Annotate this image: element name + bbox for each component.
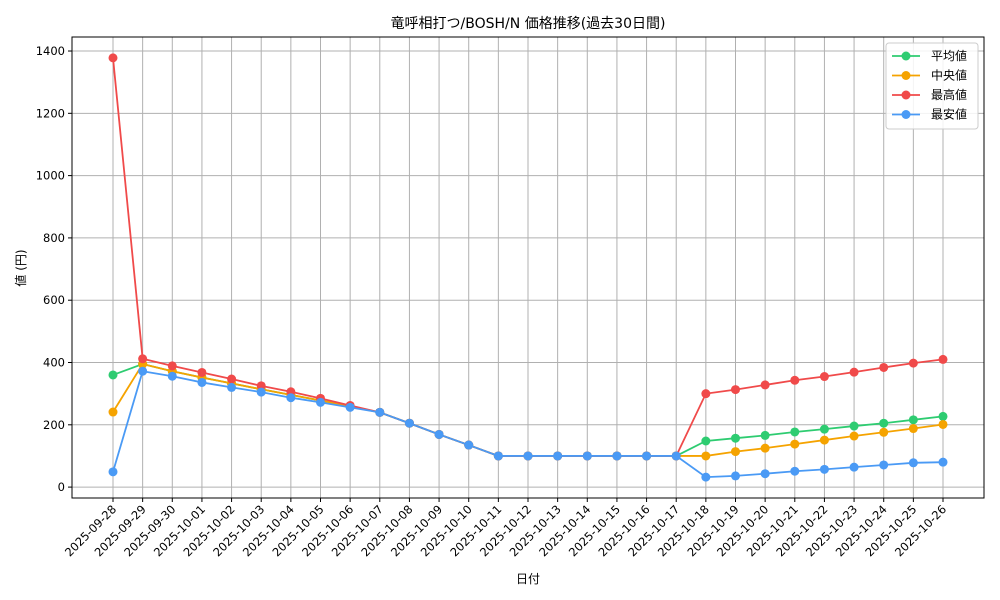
data-point <box>167 371 177 381</box>
data-point <box>197 367 207 377</box>
legend-item: 中央値 <box>892 68 967 83</box>
y-tick-label: 1200 <box>36 106 65 120</box>
data-point <box>760 380 770 390</box>
data-point <box>138 366 148 376</box>
y-tick-label: 200 <box>43 418 65 432</box>
data-point <box>256 381 266 391</box>
data-point <box>582 451 592 461</box>
data-point <box>908 358 918 368</box>
data-point <box>701 389 711 399</box>
legend-item: 最高値 <box>892 87 967 102</box>
y-tick-label: 600 <box>43 293 65 307</box>
y-axis-label: 値 (円) <box>13 249 28 286</box>
data-point <box>790 375 800 385</box>
x-axis: 2025-09-282025-09-292025-09-302025-10-01… <box>62 498 949 559</box>
data-point <box>464 440 474 450</box>
data-point <box>760 430 770 440</box>
legend-item: 最安値 <box>892 107 967 122</box>
legend-label: 平均値 <box>931 48 967 63</box>
data-point <box>790 466 800 476</box>
data-point <box>227 374 237 384</box>
data-point <box>404 418 414 428</box>
data-point <box>908 424 918 434</box>
data-point <box>731 433 740 443</box>
legend-item: 平均値 <box>892 48 967 63</box>
data-point <box>790 427 800 437</box>
data-point <box>701 436 711 446</box>
data-point <box>167 361 177 371</box>
data-point <box>701 451 711 461</box>
data-point <box>760 443 770 453</box>
legend-label: 最安値 <box>931 107 967 122</box>
legend-marker-icon <box>901 71 911 80</box>
data-point <box>316 397 325 407</box>
data-point <box>938 411 948 421</box>
data-point <box>434 429 444 439</box>
data-point <box>642 451 652 461</box>
data-point <box>938 419 948 429</box>
series-layer <box>108 53 948 482</box>
data-point <box>227 382 237 392</box>
data-point <box>671 451 681 461</box>
data-point <box>553 451 563 461</box>
y-tick-label: 800 <box>43 231 65 245</box>
legend-box <box>885 42 979 130</box>
data-point <box>731 471 740 481</box>
data-point <box>108 370 118 380</box>
data-point <box>908 458 918 468</box>
grid-lines <box>72 37 984 498</box>
data-point <box>760 469 770 479</box>
legend-marker-icon <box>901 110 911 119</box>
data-point <box>849 462 859 472</box>
data-point <box>612 451 622 461</box>
data-point <box>938 457 948 467</box>
data-point <box>879 460 889 470</box>
data-point <box>819 435 829 445</box>
series-最安値 <box>108 366 948 482</box>
data-point <box>345 402 355 412</box>
legend-marker-icon <box>901 90 911 100</box>
y-axis: 0 200 400 600 800 1000 1200 1400 <box>36 44 72 494</box>
data-point <box>197 377 207 387</box>
data-point <box>849 367 859 377</box>
data-point <box>908 415 918 425</box>
data-point <box>108 407 118 417</box>
data-point <box>493 451 503 461</box>
y-tick-label: 400 <box>43 356 65 370</box>
data-point <box>731 385 740 395</box>
data-point <box>938 354 948 364</box>
data-point <box>849 431 859 441</box>
legend-marker-icon <box>901 51 911 61</box>
data-point <box>849 421 859 431</box>
data-point <box>256 387 266 397</box>
x-axis-label: 日付 <box>516 572 540 586</box>
data-point <box>286 393 296 403</box>
data-point <box>790 439 800 449</box>
data-point <box>731 447 740 457</box>
chart-title: 竜呼相打つ/BOSH/N 価格推移(過去30日間) <box>391 15 666 32</box>
y-tick-label: 0 <box>58 480 65 494</box>
data-point <box>138 354 148 364</box>
data-point <box>819 372 829 382</box>
y-tick-label: 1400 <box>36 44 65 58</box>
y-tick-label: 1000 <box>36 169 65 183</box>
legend-label: 最高値 <box>931 87 967 102</box>
data-point <box>375 407 385 417</box>
data-point <box>108 53 118 63</box>
data-point <box>819 424 829 434</box>
data-point <box>879 427 889 437</box>
data-point <box>879 418 889 428</box>
data-point <box>879 362 889 372</box>
data-point <box>108 467 118 477</box>
data-point <box>523 451 533 461</box>
data-point <box>701 472 711 482</box>
legend-label: 中央値 <box>931 68 967 83</box>
data-point <box>819 464 829 474</box>
